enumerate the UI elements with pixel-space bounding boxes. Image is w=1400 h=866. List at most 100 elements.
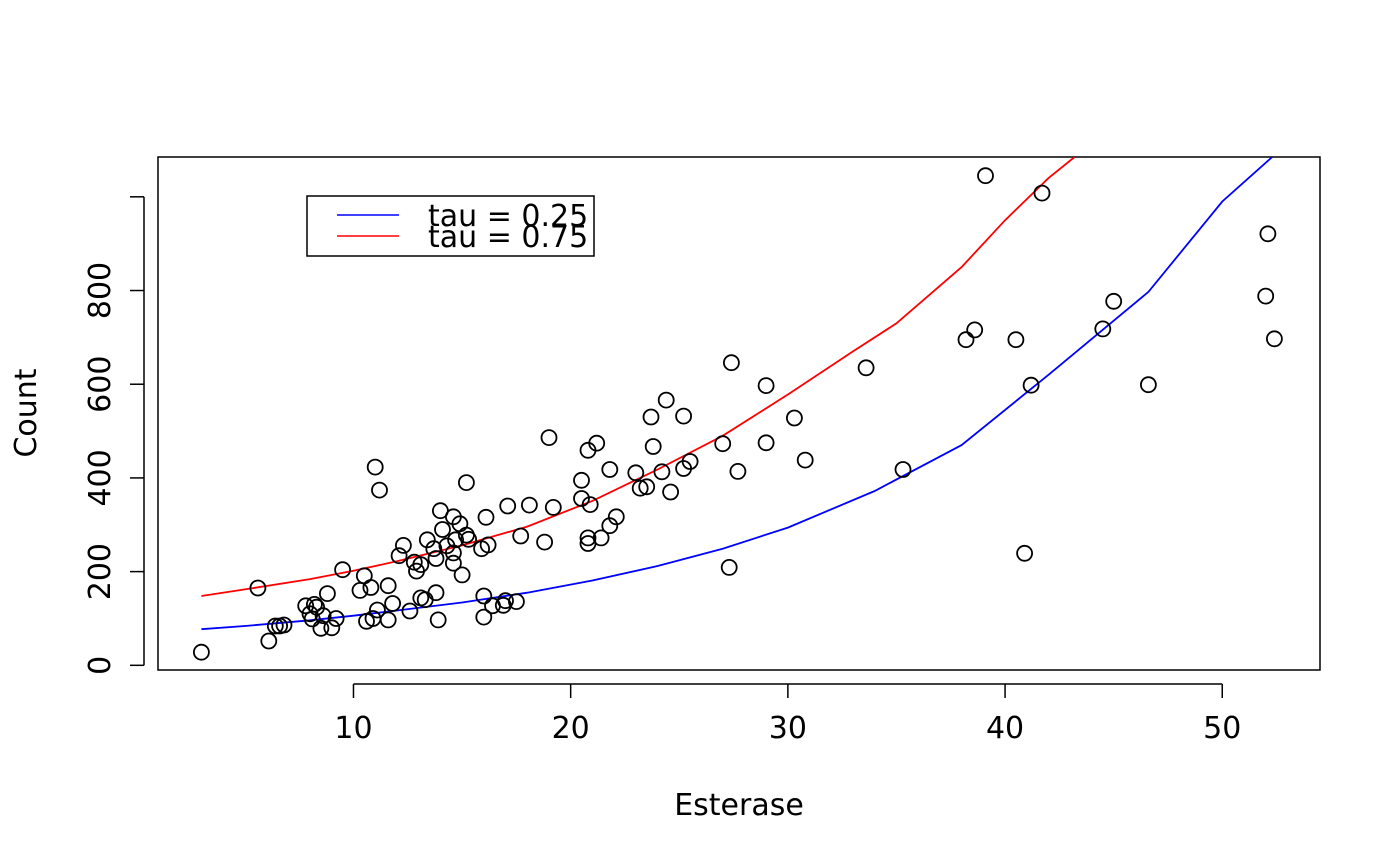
data-point xyxy=(1033,184,1051,202)
data-point xyxy=(588,434,606,452)
data-point xyxy=(323,619,341,637)
data-point xyxy=(390,547,408,565)
data-point xyxy=(384,595,402,612)
data-point xyxy=(675,407,692,425)
data-point xyxy=(1022,376,1040,394)
data-point xyxy=(499,497,517,515)
data-point xyxy=(644,438,662,455)
legend-label-tau-075: tau = 0.75 xyxy=(428,220,588,255)
y-tick-label: 0 xyxy=(83,656,118,675)
data-point xyxy=(857,359,875,377)
data-point xyxy=(327,610,345,627)
quantile-curves xyxy=(201,157,1273,631)
data-point xyxy=(1259,225,1277,243)
data-point xyxy=(297,597,315,615)
data-point xyxy=(318,585,336,602)
data-point xyxy=(540,429,558,447)
data-point xyxy=(434,521,451,538)
data-point xyxy=(966,321,984,339)
data-point xyxy=(631,479,649,497)
data-point xyxy=(714,435,732,453)
data-point xyxy=(1257,287,1275,305)
data-point xyxy=(366,458,384,476)
data-point xyxy=(497,592,514,610)
data-point xyxy=(657,391,675,409)
data-point xyxy=(362,579,380,596)
data-point xyxy=(536,533,553,551)
y-tick-label: 400 xyxy=(83,449,118,506)
data-point xyxy=(977,167,994,185)
legend-label-tau-025: tau = 0.25 xyxy=(428,199,588,234)
data-point xyxy=(368,601,386,619)
data-point xyxy=(447,531,465,549)
data-point xyxy=(573,490,590,507)
x-axis: 10 20 30 40 50 xyxy=(334,683,1241,746)
data-point xyxy=(653,463,671,481)
data-point xyxy=(1266,330,1283,348)
data-point xyxy=(314,607,332,625)
data-point xyxy=(720,559,738,576)
data-point xyxy=(371,481,388,499)
y-tick-label: 200 xyxy=(83,543,118,600)
data-point xyxy=(477,508,495,526)
data-point xyxy=(607,508,625,526)
x-axis-label: Esterase xyxy=(674,788,804,823)
data-point xyxy=(1094,320,1112,338)
data-point xyxy=(521,496,538,514)
data-point xyxy=(579,529,597,547)
data-point xyxy=(266,617,284,635)
data-point xyxy=(1007,331,1025,349)
data-point xyxy=(723,354,740,372)
data-point xyxy=(444,544,462,562)
plot-frame xyxy=(157,156,1321,671)
data-point xyxy=(394,537,412,554)
data-point xyxy=(544,498,562,516)
data-point xyxy=(1140,376,1157,394)
data-point xyxy=(475,608,493,626)
data-points xyxy=(192,167,1283,661)
data-point xyxy=(729,462,747,480)
y-tick-label: 600 xyxy=(83,356,118,413)
y-axis-label: Count xyxy=(9,368,44,457)
x-tick-label: 40 xyxy=(986,711,1024,746)
data-point xyxy=(312,619,330,637)
data-point xyxy=(479,536,497,554)
data-point xyxy=(681,453,699,470)
data-point xyxy=(453,566,471,584)
data-point xyxy=(444,554,462,572)
x-tick-label: 30 xyxy=(769,711,807,746)
data-point xyxy=(592,529,610,547)
data-point xyxy=(355,567,373,585)
data-point xyxy=(457,474,475,492)
data-point xyxy=(412,556,430,573)
data-point xyxy=(460,530,478,548)
legend: tau = 0.25 tau = 0.75 xyxy=(306,195,595,257)
data-point xyxy=(260,632,278,650)
x-tick-label: 50 xyxy=(1203,711,1241,746)
data-point xyxy=(308,598,326,616)
data-point xyxy=(249,579,267,597)
data-point xyxy=(573,471,590,489)
data-point xyxy=(508,593,525,610)
data-point xyxy=(957,331,975,349)
data-point xyxy=(894,461,912,478)
data-point xyxy=(757,434,775,452)
data-point xyxy=(786,409,803,427)
data-point xyxy=(642,408,660,426)
data-point xyxy=(305,596,323,613)
data-point xyxy=(796,451,814,469)
data-point xyxy=(427,550,445,567)
data-point xyxy=(757,377,775,395)
y-axis: 0 200 400 600 800 xyxy=(83,196,145,675)
data-point xyxy=(581,496,599,514)
data-point xyxy=(425,540,443,558)
data-point xyxy=(1105,292,1123,310)
x-tick-label: 10 xyxy=(334,711,372,746)
data-point xyxy=(627,464,645,482)
data-point xyxy=(379,577,397,595)
data-point xyxy=(475,587,493,605)
data-point xyxy=(1016,544,1033,562)
data-point xyxy=(601,461,619,478)
